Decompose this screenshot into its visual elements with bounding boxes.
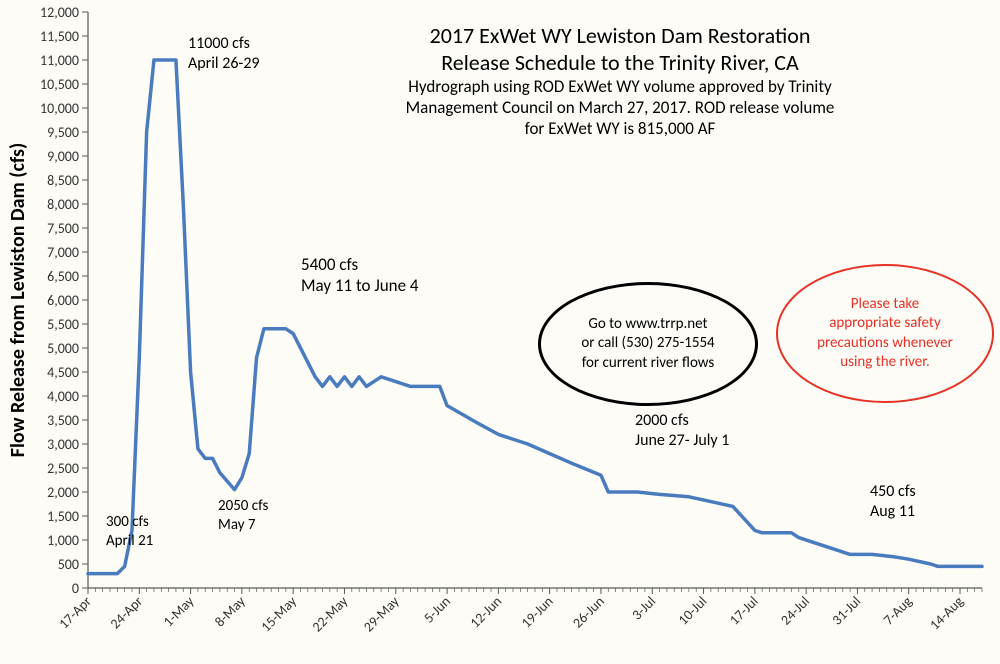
annotation-peak-value: 11000 cfs	[188, 34, 260, 54]
annotation-plateau-date: May 11 to June 4	[301, 275, 419, 296]
svg-text:10-Jul: 10-Jul	[675, 593, 711, 629]
chart-subtitle-line2: Management Council on March 27, 2017. RO…	[310, 97, 930, 118]
svg-text:17-Jul: 17-Jul	[726, 593, 762, 629]
callout-safety: Please takeappropriate safetyprecautions…	[776, 264, 994, 403]
svg-text:22-May: 22-May	[309, 592, 352, 635]
svg-text:4,000: 4,000	[47, 388, 79, 405]
chart-subtitle-line3: for ExWet WY is 815,000 AF	[310, 118, 930, 139]
callout-safety-text: Please takeappropriate safetyprecautions…	[817, 295, 953, 373]
annotation-end: 450 cfsAug 11	[870, 482, 916, 522]
annotation-mid-value: 2000 cfs	[635, 411, 729, 431]
annotation-end-value: 450 cfs	[870, 482, 916, 502]
chart-title-line2: Release Schedule to the Trinity River, C…	[310, 49, 930, 76]
annotation-trough-date: May 7	[218, 516, 268, 535]
chart-stage: 0 500 1,000 1,500 2,000 2,500 3,000 3,500 4,000 4…	[0, 0, 1000, 664]
svg-text:12-Jun: 12-Jun	[467, 593, 506, 632]
svg-text:10,500: 10,500	[40, 76, 79, 93]
svg-text:14-Aug: 14-Aug	[926, 593, 967, 634]
svg-text:11,500: 11,500	[40, 28, 79, 45]
svg-text:31-Jul: 31-Jul	[829, 593, 865, 629]
callout-info: Go to www.trrp.netor call (530) 275-1554…	[538, 282, 758, 406]
svg-text:4,500: 4,500	[47, 364, 79, 381]
svg-text:0: 0	[72, 580, 79, 597]
svg-text:6,500: 6,500	[47, 268, 79, 285]
svg-text:1,500: 1,500	[47, 508, 79, 525]
svg-text:15-May: 15-May	[257, 592, 300, 635]
annotation-plateau-value: 5400 cfs	[301, 254, 419, 275]
annotation-trough: 2050 cfsMay 7	[218, 497, 268, 535]
svg-text:5,500: 5,500	[47, 316, 79, 333]
svg-text:8-May: 8-May	[211, 592, 249, 630]
chart-title-block: 2017 ExWet WY Lewiston Dam Restoration R…	[310, 22, 930, 139]
chart-title-line1: 2017 ExWet WY Lewiston Dam Restoration	[310, 22, 930, 49]
svg-text:7,500: 7,500	[47, 220, 79, 237]
annotation-mid-date: June 27- July 1	[635, 431, 729, 451]
svg-text:8,000: 8,000	[47, 196, 79, 213]
callout-info-text: Go to www.trrp.netor call (530) 275-1554…	[581, 315, 714, 374]
svg-text:3,000: 3,000	[47, 436, 79, 453]
annotation-start: 300 cfsApril 21	[106, 513, 153, 551]
svg-text:8,500: 8,500	[47, 172, 79, 189]
chart-subtitle-line1: Hydrograph using ROD ExWet WY volume app…	[310, 76, 930, 97]
annotation-start-value: 300 cfs	[106, 513, 153, 532]
svg-text:2,500: 2,500	[47, 460, 79, 477]
svg-text:12,000: 12,000	[40, 4, 79, 21]
svg-text:9,500: 9,500	[47, 124, 79, 141]
annotation-plateau: 5400 cfsMay 11 to June 4	[301, 254, 419, 297]
svg-text:26-Jun: 26-Jun	[569, 593, 608, 632]
svg-text:10,000: 10,000	[40, 100, 79, 117]
svg-text:19-Jun: 19-Jun	[518, 593, 557, 632]
svg-text:3-Jul: 3-Jul	[628, 593, 659, 624]
svg-text:7,000: 7,000	[47, 244, 79, 261]
y-axis-title: Flow Release from Lewiston Dam (cfs)	[6, 143, 30, 457]
annotation-end-date: Aug 11	[870, 502, 916, 522]
annotation-peak: 11000 cfsApril 26-29	[188, 34, 260, 74]
svg-text:6,000: 6,000	[47, 292, 79, 309]
svg-text:24-Apr: 24-Apr	[107, 593, 147, 633]
svg-text:24-Jul: 24-Jul	[777, 593, 813, 629]
annotation-peak-date: April 26-29	[188, 54, 260, 74]
annotation-start-date: April 21	[106, 532, 153, 551]
svg-text:3,500: 3,500	[47, 412, 79, 429]
svg-text:2,000: 2,000	[47, 484, 79, 501]
svg-text:9,000: 9,000	[47, 148, 79, 165]
svg-text:500: 500	[58, 556, 79, 573]
svg-text:7-Aug: 7-Aug	[880, 593, 916, 629]
svg-text:1,000: 1,000	[47, 532, 79, 549]
svg-text:11,000: 11,000	[40, 52, 79, 69]
annotation-mid: 2000 cfsJune 27- July 1	[635, 411, 729, 451]
svg-text:17-Apr: 17-Apr	[55, 593, 95, 633]
svg-text:1-May: 1-May	[160, 592, 198, 630]
svg-text:5-Jun: 5-Jun	[420, 593, 454, 627]
annotation-trough-value: 2050 cfs	[218, 497, 268, 516]
svg-text:5,000: 5,000	[47, 340, 79, 357]
svg-text:29-May: 29-May	[360, 592, 403, 635]
